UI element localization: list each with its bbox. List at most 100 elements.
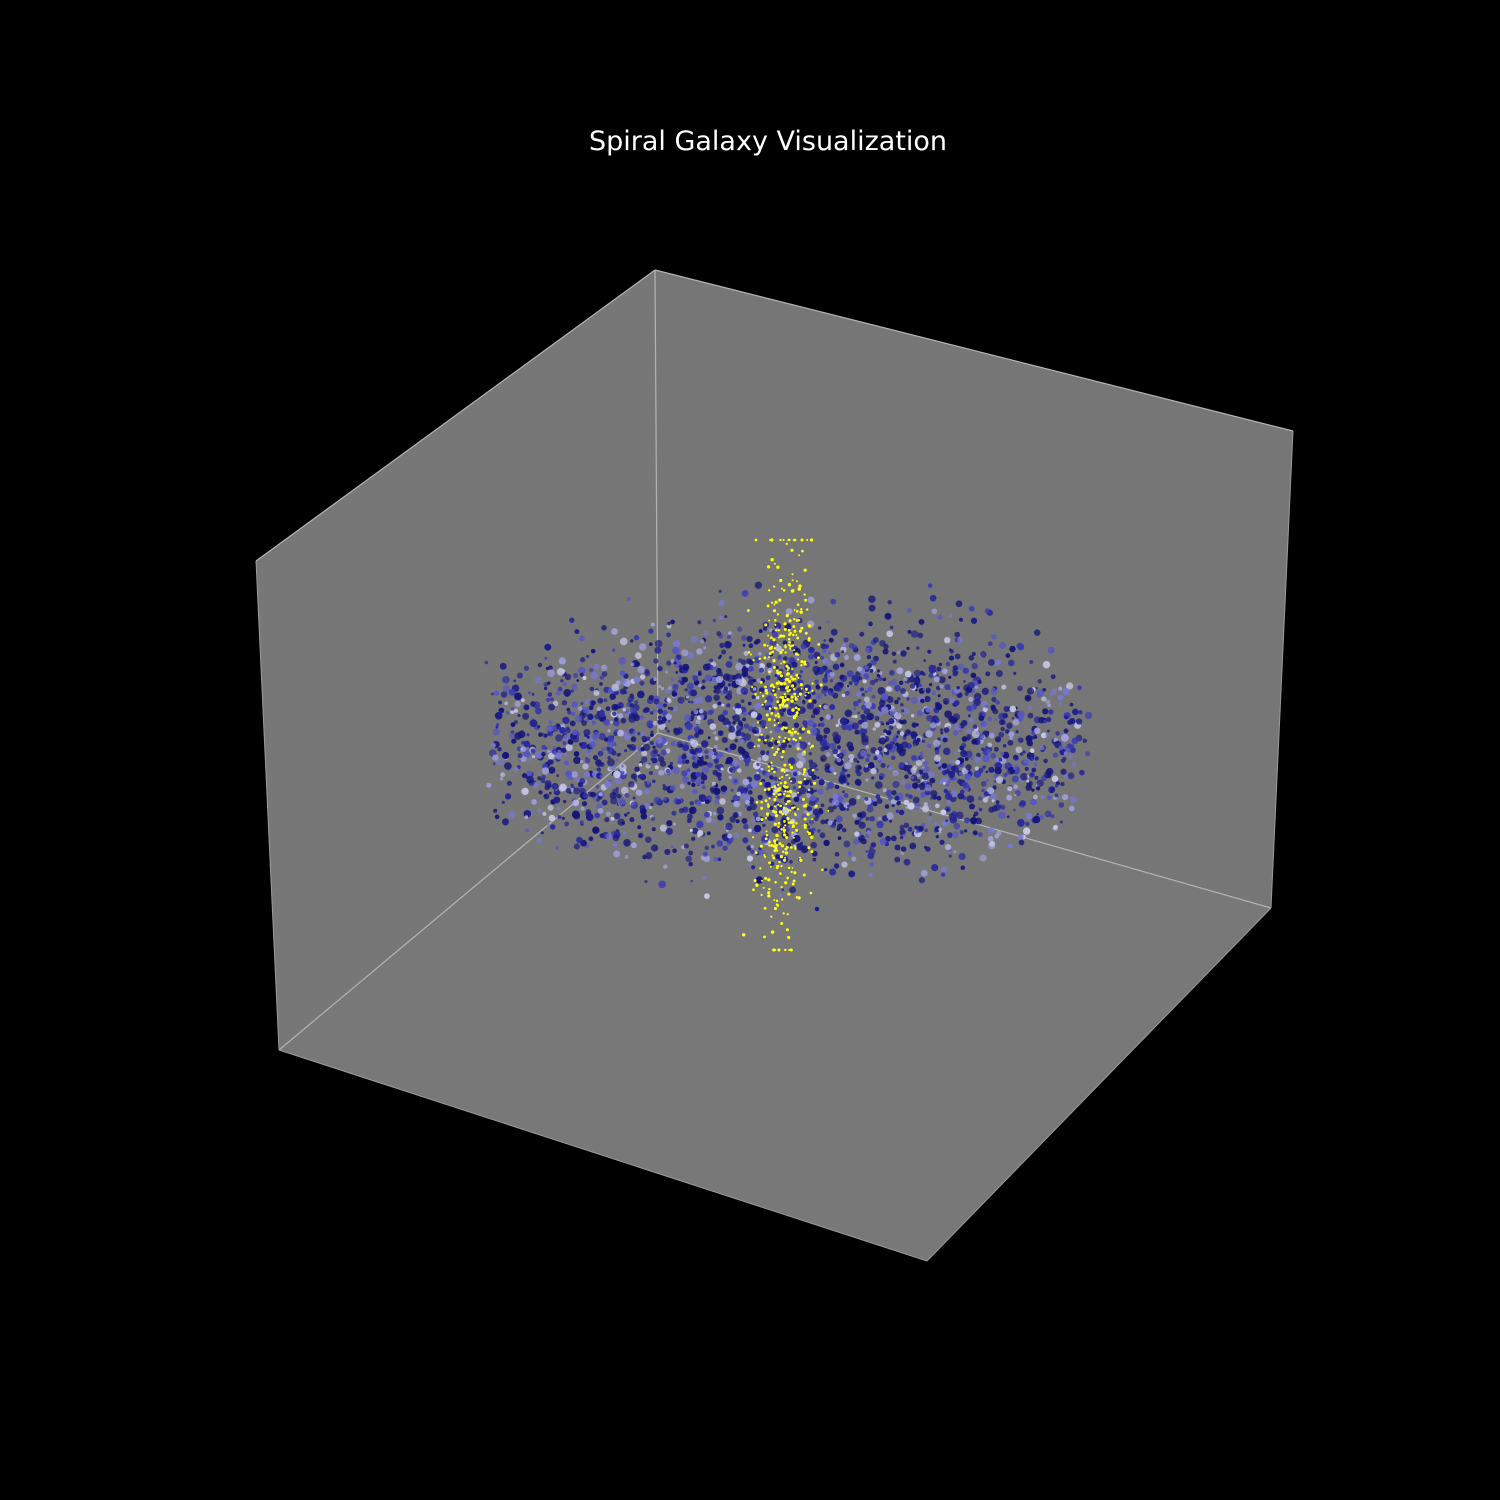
- disk-star-point: [733, 800, 740, 808]
- disk-star-point: [902, 833, 906, 837]
- disk-star-point: [1033, 762, 1038, 767]
- disk-star-point: [746, 635, 753, 642]
- disk-star-point: [1071, 762, 1077, 767]
- disk-star-point: [956, 685, 960, 690]
- core-star-point: [798, 692, 803, 696]
- disk-star-point: [671, 678, 674, 681]
- disk-star-point: [658, 685, 662, 688]
- disk-star-point: [889, 819, 893, 823]
- disk-star-point: [1011, 717, 1015, 720]
- disk-star-point: [547, 804, 554, 811]
- disk-star-point: [966, 736, 971, 741]
- disk-star-point: [700, 685, 705, 690]
- disk-star-point: [640, 731, 645, 737]
- disk-star-point: [1020, 772, 1028, 781]
- disk-star-point: [1036, 694, 1041, 699]
- disk-star-point: [824, 763, 831, 769]
- disk-star-point: [563, 753, 568, 757]
- disk-star-point: [689, 801, 695, 806]
- disk-star-point: [697, 728, 704, 735]
- disk-star-point: [830, 598, 837, 605]
- disk-star-point: [595, 798, 600, 802]
- disk-star-point: [807, 653, 814, 660]
- core-star-point: [782, 739, 786, 743]
- disk-star-point: [701, 766, 710, 774]
- disk-star-point: [1043, 719, 1048, 724]
- core-star-point: [787, 628, 791, 632]
- disk-star-point: [579, 672, 584, 677]
- disk-star-point: [691, 750, 697, 756]
- disk-star-point: [848, 681, 853, 685]
- disk-star-point: [716, 840, 724, 847]
- disk-star-point: [1008, 731, 1015, 738]
- disk-star-point: [965, 787, 969, 791]
- disk-star-point: [842, 807, 846, 811]
- disk-star-point: [963, 680, 966, 683]
- core-star-point: [794, 697, 798, 701]
- disk-star-point: [681, 649, 689, 657]
- disk-star-point: [1009, 705, 1017, 713]
- disk-star-point: [589, 741, 597, 749]
- core-star-point: [780, 703, 785, 707]
- disk-star-point: [881, 706, 889, 714]
- disk-star-point: [817, 788, 824, 795]
- disk-star-point: [627, 811, 630, 815]
- disk-star-point: [929, 777, 936, 784]
- disk-star-point: [701, 679, 706, 684]
- disk-star-point: [671, 689, 676, 694]
- disk-star-point: [630, 706, 637, 714]
- core-star-point: [797, 676, 800, 679]
- disk-star-point: [1070, 744, 1075, 749]
- disk-star-point: [938, 662, 943, 667]
- disk-star-point: [707, 736, 711, 740]
- disk-star-point: [690, 739, 699, 748]
- disk-star-point: [657, 754, 661, 757]
- disk-star-point: [620, 678, 627, 685]
- core-star-point: [797, 653, 800, 656]
- disk-star-point: [812, 699, 817, 704]
- core-star-point: [771, 539, 774, 541]
- disk-star-point: [630, 801, 639, 810]
- disk-star-point: [946, 800, 952, 805]
- disk-star-point: [896, 730, 901, 735]
- disk-star-point: [874, 678, 879, 683]
- disk-star-point: [697, 620, 702, 625]
- disk-star-point: [978, 715, 985, 722]
- core-star-point: [790, 846, 793, 849]
- disk-star-point: [544, 643, 552, 651]
- disk-star-point: [1033, 794, 1038, 800]
- disk-star-point: [672, 706, 679, 712]
- core-star-point: [777, 788, 781, 792]
- disk-star-point: [832, 748, 839, 755]
- disk-star-point: [619, 688, 627, 695]
- core-star-point: [785, 802, 788, 806]
- core-star-point: [751, 685, 754, 689]
- core-star-point: [790, 780, 793, 783]
- disk-star-point: [916, 646, 920, 650]
- disk-star-point: [490, 742, 496, 748]
- disk-star-point: [830, 628, 838, 636]
- core-star-point: [796, 603, 800, 607]
- disk-star-point: [660, 686, 665, 691]
- disk-star-point: [896, 667, 904, 675]
- disk-star-point: [865, 757, 870, 763]
- disk-star-point: [982, 754, 990, 763]
- core-star-point: [804, 663, 807, 666]
- disk-star-point: [1007, 659, 1015, 667]
- core-star-point: [771, 650, 774, 654]
- core-star-point: [779, 872, 782, 875]
- disk-star-point: [884, 612, 892, 620]
- disk-star-point: [613, 719, 620, 727]
- disk-star-point: [582, 763, 589, 770]
- disk-star-point: [762, 754, 769, 762]
- disk-star-point: [957, 749, 961, 752]
- disk-star-point: [755, 816, 761, 822]
- core-star-point: [767, 765, 770, 768]
- core-star-point: [786, 790, 789, 793]
- disk-star-point: [581, 801, 588, 807]
- disk-star-point: [789, 859, 793, 864]
- core-star-point: [782, 806, 786, 810]
- core-star-point: [766, 604, 770, 608]
- disk-star-point: [714, 688, 721, 695]
